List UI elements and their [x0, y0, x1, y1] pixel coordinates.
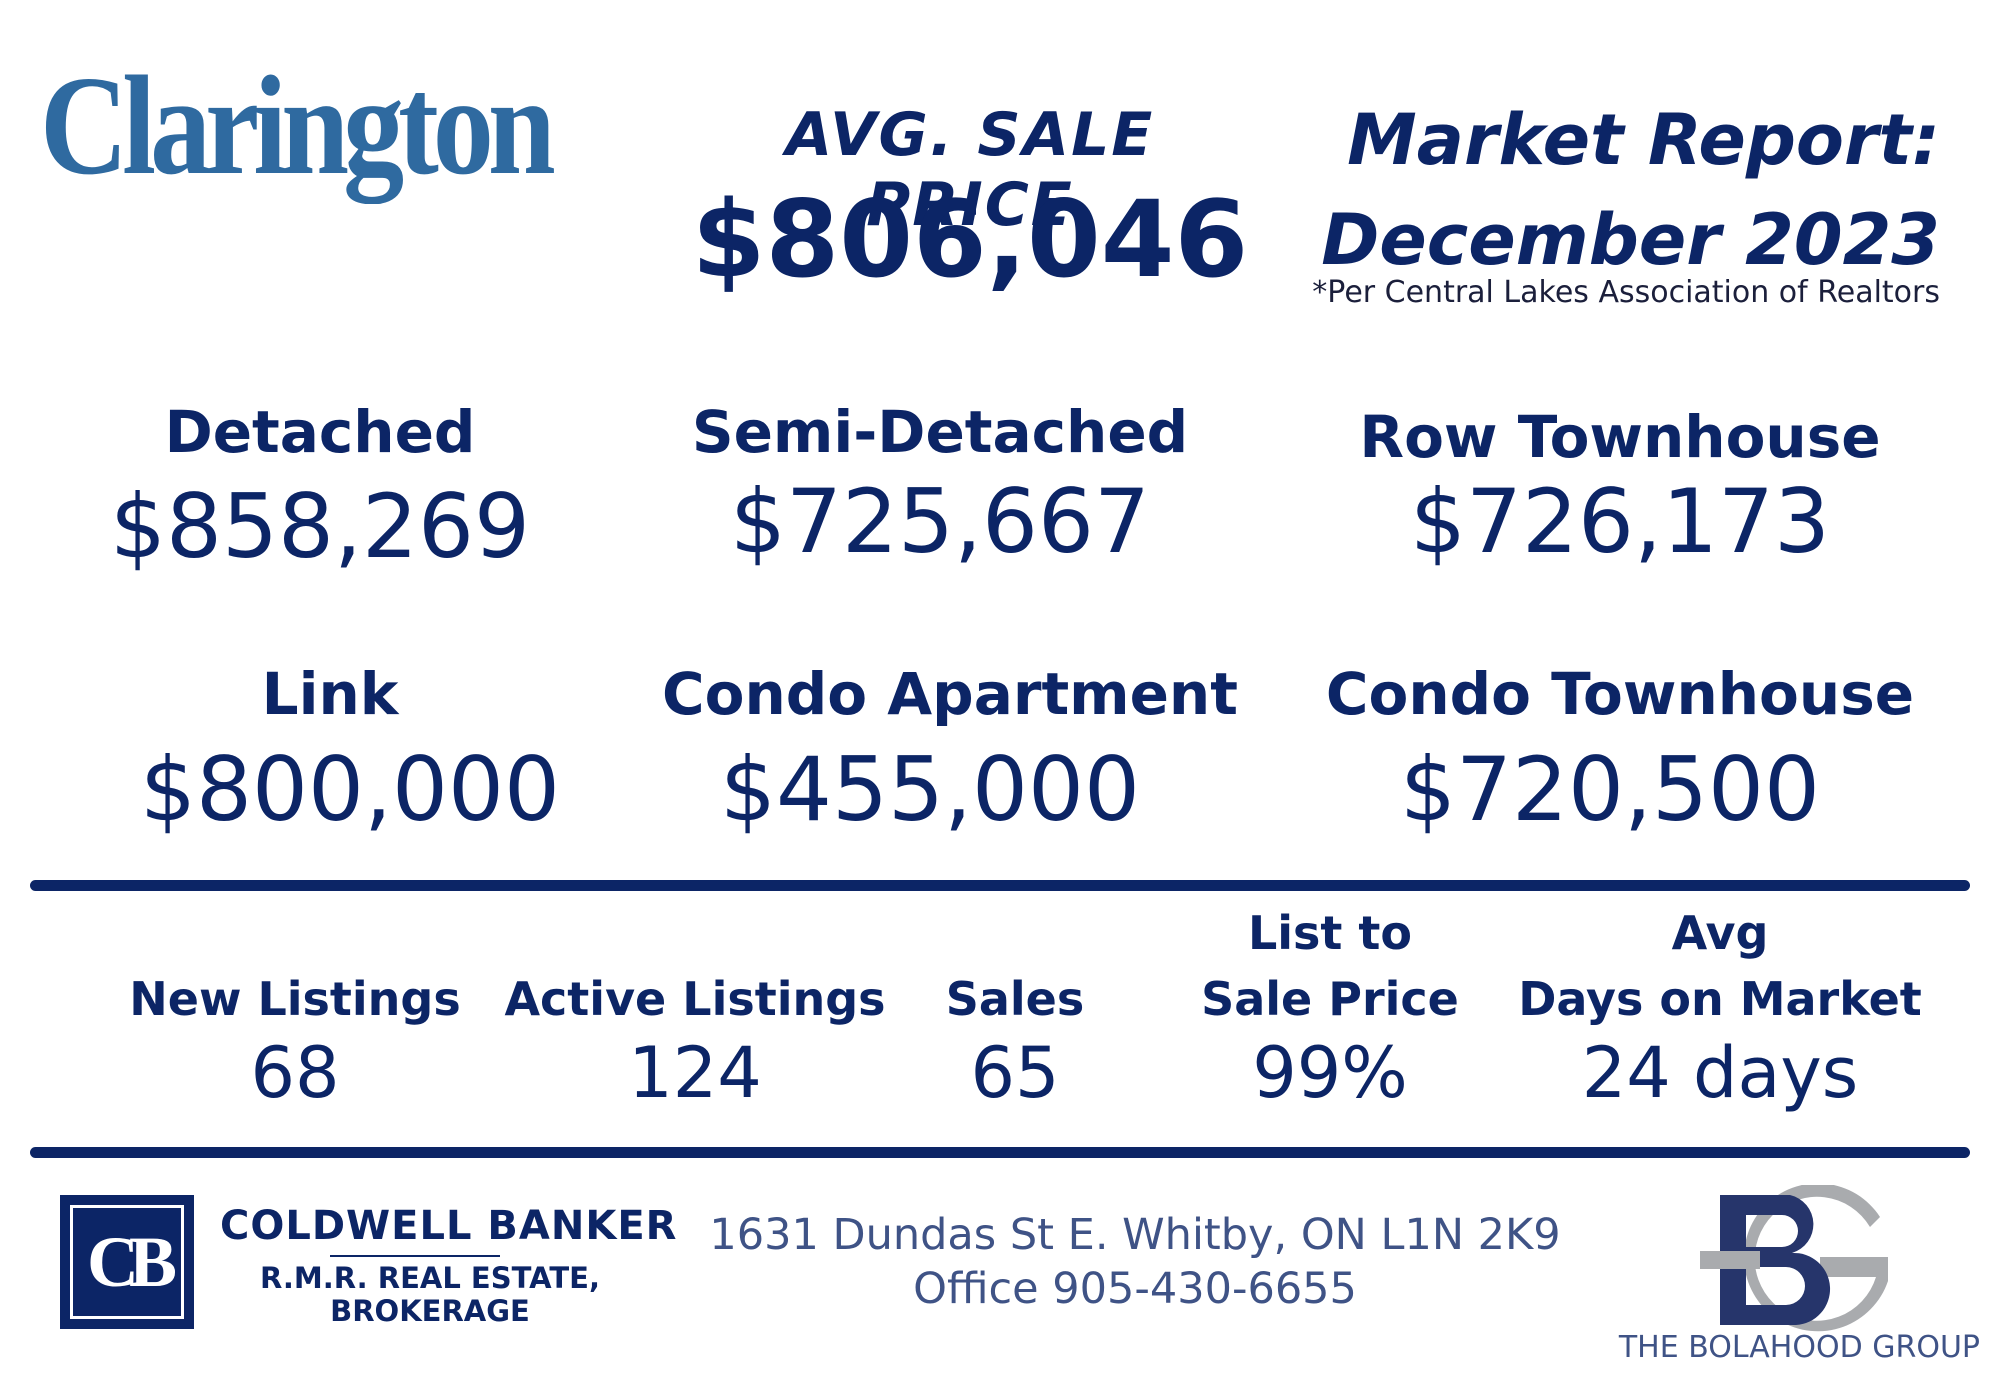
- stat-new-listings: New Listings 68: [110, 900, 480, 1114]
- property-type-value: $800,000: [140, 738, 560, 841]
- stat-sales: Sales 65: [920, 900, 1110, 1114]
- property-type-value: $720,500: [1400, 738, 1820, 841]
- bolahood-group-name: THE BOLAHOOD GROUP: [1618, 1330, 1980, 1365]
- property-type-label: Condo Apartment: [662, 660, 1238, 728]
- coldwell-banker-logo: CB: [60, 1195, 194, 1329]
- brokerage-name-rule: [330, 1255, 500, 1257]
- stat-label: Active Listings: [504, 972, 886, 1026]
- bolahood-group-logo: BG: [1700, 1185, 1888, 1332]
- stat-label: New Listings: [129, 972, 461, 1026]
- property-type-label: Link: [261, 660, 399, 728]
- office-info: 1631 Dundas St E. Whitby, ON L1N 2K9 Off…: [690, 1208, 1580, 1316]
- office-phone: Office 905-430-6655: [913, 1264, 1357, 1314]
- office-address: 1631 Dundas St E. Whitby, ON L1N 2K9: [709, 1210, 1561, 1260]
- stat-label: Sales: [945, 972, 1085, 1026]
- stat-label-line1: List to: [1247, 906, 1413, 960]
- property-type-label: Semi-Detached: [691, 398, 1189, 466]
- property-type-label: Detached: [164, 398, 476, 466]
- property-type-value: $858,269: [110, 475, 530, 578]
- clarington-logo: Clarington: [40, 46, 556, 204]
- stat-value: 68: [250, 1032, 340, 1114]
- property-type-label: Row Townhouse: [1359, 403, 1881, 471]
- stat-list-to-sale-price: List to Sale Price 99%: [1180, 900, 1480, 1114]
- avg-sale-price-value: $806,046: [691, 178, 1249, 301]
- property-type-value: $726,173: [1410, 470, 1830, 573]
- brokerage-name: COLDWELL BANKER: [220, 1203, 678, 1249]
- stat-value: 65: [970, 1032, 1060, 1114]
- property-type-value: $725,667: [730, 470, 1150, 573]
- divider-top: [30, 880, 1970, 891]
- report-source-note: *Per Central Lakes Association of Realto…: [1312, 275, 1940, 310]
- brokerage-subtitle-line2: BROKERAGE: [330, 1294, 530, 1328]
- stat-label-line1: [110, 900, 480, 966]
- report-title-line1: Market Report:: [1347, 99, 1940, 181]
- property-type-label: Condo Townhouse: [1325, 660, 1915, 728]
- stat-avg-days-on-market: Avg Days on Market 24 days: [1500, 900, 1940, 1114]
- brokerage-subtitle: R.M.R. REAL ESTATE, BROKERAGE: [220, 1262, 640, 1328]
- property-type-value: $455,000: [720, 738, 1140, 841]
- report-title-line2: December 2023: [1321, 199, 1940, 281]
- stat-value: 124: [628, 1032, 762, 1114]
- stat-label: Days on Market: [1518, 972, 1922, 1026]
- stat-active-listings: Active Listings 124: [495, 900, 895, 1114]
- coldwell-banker-logo-letters: CB: [86, 1221, 177, 1302]
- stat-value: 99%: [1252, 1032, 1408, 1114]
- report-title: Market Report: December 2023: [1260, 90, 1940, 290]
- divider-bottom: [30, 1147, 1970, 1158]
- stat-value: 24 days: [1581, 1032, 1859, 1114]
- stat-label: Sale Price: [1201, 972, 1459, 1026]
- brokerage-subtitle-line1: R.M.R. REAL ESTATE,: [260, 1261, 600, 1295]
- avg-sale-price-label: AVG. SALE PRICE: [785, 100, 1155, 240]
- stat-label-line1: [920, 900, 1110, 966]
- stat-label-line1: Avg: [1671, 906, 1769, 960]
- stat-label-line1: [495, 900, 895, 966]
